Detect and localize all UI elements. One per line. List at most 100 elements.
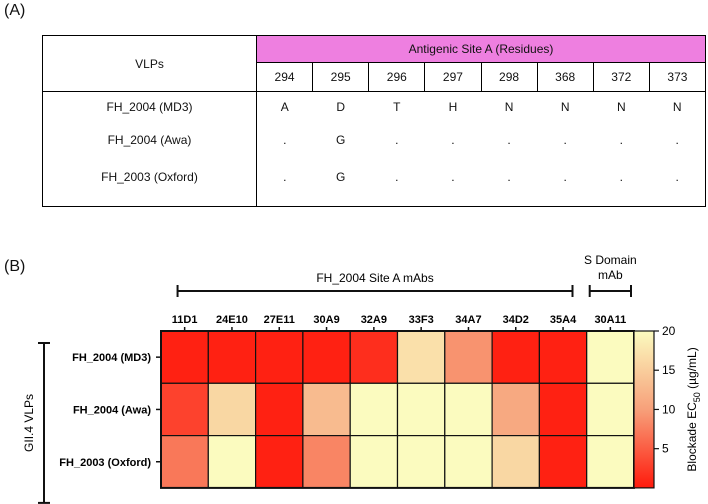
heatmap-cell bbox=[538, 435, 588, 489]
residue-header-373: 373 bbox=[648, 62, 707, 92]
residue-value: A bbox=[280, 100, 289, 114]
column-label: 34A7 bbox=[455, 314, 481, 326]
residue-header-296: 296 bbox=[368, 62, 426, 92]
residue-header-295: 295 bbox=[312, 62, 370, 92]
heatmap-cell bbox=[302, 330, 351, 384]
heatmap-cell bbox=[302, 382, 351, 437]
residue-column-294: A.. bbox=[255, 91, 313, 207]
vlp-name-column: FH_2004 (MD3) FH_2004 (Awa) FH_2003 (Oxfor… bbox=[42, 91, 257, 207]
residue-column-373: N.. bbox=[649, 91, 707, 207]
column-label: 30A9 bbox=[313, 314, 339, 326]
heatmap-cell bbox=[586, 435, 635, 489]
heatmap-cell bbox=[538, 382, 588, 437]
heatmap-cell bbox=[349, 435, 399, 489]
heatmap-cell bbox=[207, 382, 257, 437]
site-a-header: Antigenic Site A (Residues) bbox=[256, 35, 706, 63]
residue-value: . bbox=[283, 170, 287, 184]
residue-value: G bbox=[336, 170, 346, 184]
residue-value: . bbox=[563, 133, 567, 147]
residue-column-296: T.. bbox=[368, 91, 425, 207]
residue-column-372: N.. bbox=[593, 91, 650, 207]
colorbar-tick-label: 15 bbox=[662, 363, 676, 377]
colorbar-tick-label: 20 bbox=[662, 324, 676, 338]
colorbar-tick-label: 10 bbox=[662, 402, 676, 416]
heatmap-cell bbox=[349, 382, 399, 437]
residue-header-368: 368 bbox=[536, 62, 594, 92]
heatmap-cell bbox=[491, 382, 541, 437]
residue-column-297: H.. bbox=[424, 91, 481, 207]
heatmap-cell bbox=[444, 435, 493, 489]
row-label: FH_2003 (Oxford) bbox=[59, 457, 151, 469]
residue-value: N bbox=[616, 100, 626, 114]
residue-value: . bbox=[619, 133, 623, 147]
residue-table: VLPs Antigenic Site A (Residues) 294 295 2… bbox=[42, 35, 707, 207]
vlp-name: FH_2003 (Oxford) bbox=[101, 170, 198, 184]
row-label: FH_2004 (Awa) bbox=[73, 404, 151, 416]
column-label: 30A11 bbox=[594, 314, 626, 326]
residue-column-368: N.. bbox=[537, 91, 594, 207]
column-label: 35A4 bbox=[550, 314, 577, 326]
residue-value: N bbox=[560, 100, 570, 114]
vlp-name: FH_2004 (MD3) bbox=[106, 100, 193, 114]
column-label: 24E10 bbox=[216, 314, 248, 326]
residue-value: . bbox=[507, 170, 511, 184]
heatmap-cell bbox=[160, 330, 209, 384]
heatmap-cell bbox=[255, 382, 304, 437]
residue-value: D bbox=[336, 100, 346, 114]
s-domain-label: S Domain bbox=[584, 253, 637, 267]
heatmap-cell bbox=[444, 382, 493, 437]
row-label: FH_2004 (MD3) bbox=[72, 352, 151, 364]
residue-column-298: N.. bbox=[481, 91, 538, 207]
heatmap-cell bbox=[396, 330, 446, 384]
heatmap-cell bbox=[255, 330, 304, 384]
heatmap-cell bbox=[491, 330, 541, 384]
residue-value: N bbox=[672, 100, 682, 114]
residue-value: . bbox=[675, 133, 679, 147]
panel-b-label: (B) bbox=[4, 258, 26, 275]
column-label: 33F3 bbox=[409, 314, 434, 326]
s-domain-label: mAb bbox=[598, 268, 623, 282]
residue-value: . bbox=[395, 170, 399, 184]
heatmap-cell bbox=[444, 330, 493, 384]
colorbar-label: Blockade EC50 (µg/mL) bbox=[685, 347, 702, 471]
residue-value: . bbox=[451, 170, 455, 184]
heatmap-cell bbox=[538, 330, 588, 384]
heatmap-cell bbox=[349, 330, 399, 384]
heatmap-cell bbox=[586, 382, 635, 437]
heatmap-figure: 11D1 24E10 27E11 30A9 32A9 33F3 34A7 34D2 35A4 30… bbox=[22, 253, 702, 504]
heatmap-cell bbox=[491, 435, 541, 489]
heatmap-cell bbox=[160, 435, 209, 489]
panel-a-label: (A) bbox=[4, 2, 26, 19]
residue-header-294: 294 bbox=[255, 62, 314, 92]
column-label: 34D2 bbox=[503, 314, 529, 326]
colorbar-tick-label: 5 bbox=[662, 442, 669, 456]
residue-value: . bbox=[675, 170, 679, 184]
residue-value: . bbox=[563, 170, 567, 184]
residue-value: T bbox=[393, 100, 401, 114]
vlp-group-label: GII.4 VLPs bbox=[22, 394, 36, 452]
heatmap-cell bbox=[396, 435, 446, 489]
residue-value: . bbox=[283, 133, 287, 147]
heatmap-cell bbox=[207, 435, 257, 489]
residue-value: . bbox=[395, 133, 399, 147]
residue-value: . bbox=[451, 133, 455, 147]
column-label: 32A9 bbox=[361, 314, 387, 326]
heatmap-cell bbox=[586, 330, 635, 384]
residue-header-298: 298 bbox=[480, 62, 538, 92]
heatmap-cell bbox=[302, 435, 351, 489]
residue-header-372: 372 bbox=[592, 62, 650, 92]
residue-value: N bbox=[504, 100, 514, 114]
residue-value: . bbox=[507, 133, 511, 147]
site-a-group-label: FH_2004 Site A mAbs bbox=[316, 271, 433, 285]
heatmap-cell bbox=[255, 435, 304, 489]
residue-value: . bbox=[619, 170, 623, 184]
column-label: 11D1 bbox=[172, 314, 198, 326]
residue-column-295: D G G bbox=[312, 91, 369, 207]
residue-value: H bbox=[448, 100, 458, 114]
colorbar bbox=[633, 330, 655, 489]
vlps-header: VLPs bbox=[42, 35, 257, 92]
residue-value: G bbox=[336, 133, 346, 147]
column-label: 27E11 bbox=[264, 314, 295, 326]
residue-header-297: 297 bbox=[424, 62, 482, 92]
heatmap-cell bbox=[160, 382, 209, 437]
